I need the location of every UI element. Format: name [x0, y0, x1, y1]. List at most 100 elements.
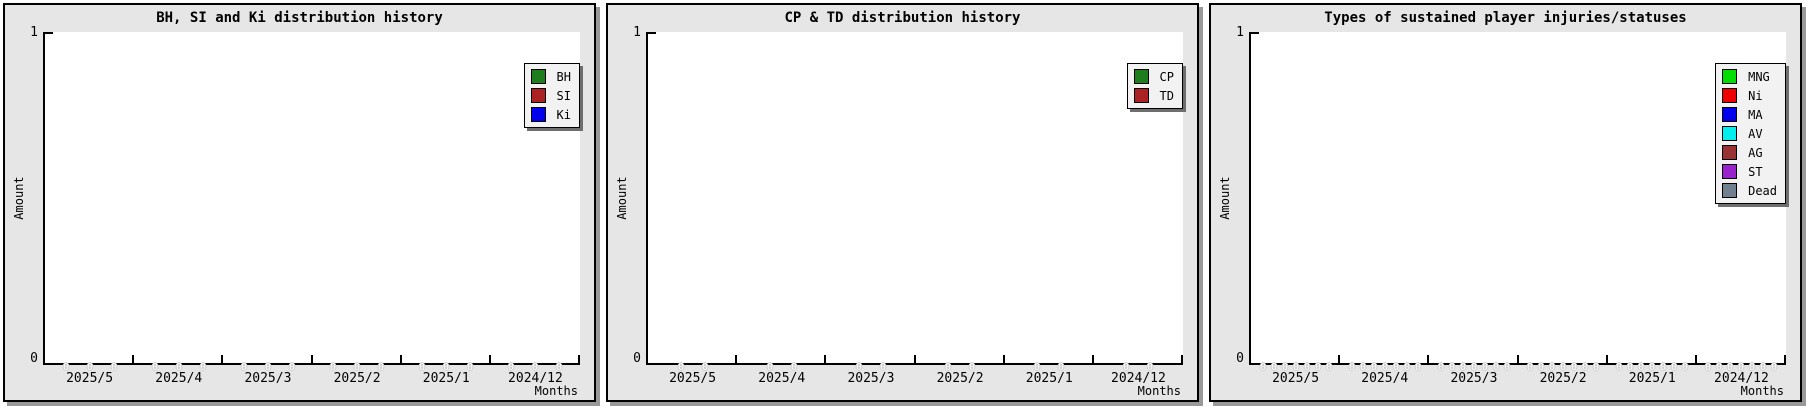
- legend-series-label: Ni: [1748, 88, 1763, 103]
- x-axis-tick: [914, 355, 916, 363]
- legend-entry: AV: [1722, 124, 1777, 143]
- x-category-label: 2025/3: [1450, 371, 1498, 386]
- series-value-label: 0: [1471, 362, 1478, 373]
- series-value-label: 0: [1671, 362, 1678, 373]
- x-axis-tick: [1181, 355, 1183, 363]
- series-value-label: 0: [200, 362, 207, 373]
- legend-entry: Dead: [1722, 181, 1777, 200]
- legend-entry: Ni: [1722, 86, 1777, 105]
- series-value-label: 0: [1293, 362, 1300, 373]
- series-value-label: 0: [856, 362, 863, 373]
- x-axis-tick: [1695, 355, 1697, 363]
- series-value-label: 0: [1349, 362, 1356, 373]
- series-value-label: 0: [1271, 362, 1278, 373]
- x-axis-tick: [1427, 355, 1429, 363]
- series-value-label: 0: [1415, 362, 1422, 373]
- series-value-label: 0: [1304, 362, 1311, 373]
- x-axis-tick: [1003, 355, 1005, 363]
- series-value-label: 0: [1716, 362, 1723, 373]
- x-category-label: 2025/2: [1539, 371, 1587, 386]
- legend-entry: CP: [1133, 67, 1174, 86]
- x-category-label: 2025/4: [1361, 371, 1409, 386]
- chart-panel-bh-si-ki-history: BH, SI and Ki distribution history 1 0 A…: [3, 3, 596, 402]
- x-axis-category-labels: 2025/5 2025/4 2025/3 2025/2 2025/1 2024/12: [45, 371, 580, 386]
- legend-color-swatch: [530, 88, 546, 103]
- x-category-label: 2025/1: [422, 371, 470, 386]
- series-value-label: 0: [152, 362, 159, 373]
- legend-series-label: TD: [1159, 88, 1174, 103]
- series-value-label: 0: [1360, 362, 1367, 373]
- x-axis-tick: [578, 355, 580, 363]
- x-axis-label: Months: [1740, 384, 1784, 398]
- series-value-label: 0: [532, 362, 539, 373]
- series-value-label: 0: [1493, 362, 1500, 373]
- series-value-label: 0: [1649, 362, 1656, 373]
- y-axis-tick-label-max: 1: [1236, 25, 1244, 40]
- series-value-labels: 0 0 0 0 0 0 0 0 0 0 0 0 0 0 0 0 0 0: [45, 362, 580, 374]
- x-axis-tick: [1784, 355, 1786, 363]
- plot-area: [646, 32, 1183, 365]
- legend-color-swatch: [1133, 88, 1149, 103]
- x-axis-category-labels: 2025/5 2025/4 2025/3 2025/2 2025/1 2024/12: [1251, 371, 1786, 386]
- series-value-label: 0: [1549, 362, 1556, 373]
- y-axis-tick-label-max: 1: [30, 25, 38, 40]
- legend-color-swatch: [1722, 145, 1738, 160]
- series-value-label: 0: [354, 362, 361, 373]
- legend-color-swatch: [1722, 183, 1738, 198]
- series-value-label: 0: [1504, 362, 1511, 373]
- series-value-label: 0: [1326, 362, 1333, 373]
- legend-series-label: CP: [1159, 69, 1174, 84]
- series-value-label: 0: [1382, 362, 1389, 373]
- y-axis-label: Amount: [615, 176, 629, 220]
- series-value-label: 0: [1727, 362, 1734, 373]
- legend-entry: TD: [1133, 86, 1174, 105]
- x-category-label: 2024/12: [1714, 371, 1769, 386]
- series-value-label: 0: [1282, 362, 1289, 373]
- x-category-label: 2025/4: [758, 371, 806, 386]
- y-axis-top-tick: [1251, 32, 1259, 34]
- series-value-label: 0: [791, 362, 798, 373]
- series-value-label: 0: [1034, 362, 1041, 373]
- series-value-label: 0: [556, 362, 563, 373]
- series-value-label: 0: [969, 362, 976, 373]
- legend-entry: SI: [530, 86, 571, 105]
- chart-panel-cp-td-history: CP & TD distribution history 1 0 Amount …: [606, 3, 1199, 402]
- series-value-label: 0: [1571, 362, 1578, 373]
- series-value-label: 0: [1438, 362, 1445, 373]
- x-category-label: 2024/12: [1111, 371, 1166, 386]
- series-value-label: 0: [1582, 362, 1589, 373]
- x-axis-category-labels: 2025/5 2025/4 2025/3 2025/2 2025/1 2024/12: [648, 371, 1183, 386]
- series-value-label: 0: [508, 362, 515, 373]
- series-value-label: 0: [265, 362, 272, 373]
- series-value-label: 0: [1123, 362, 1130, 373]
- x-axis-tick: [735, 355, 737, 363]
- series-value-label: 0: [1760, 362, 1767, 373]
- x-axis-tick: [1092, 355, 1094, 363]
- legend: CP TD: [1126, 63, 1183, 109]
- series-value-label: 0: [1315, 362, 1322, 373]
- y-axis-top-tick: [45, 32, 53, 34]
- series-value-label: 0: [1771, 362, 1778, 373]
- series-value-label: 0: [702, 362, 709, 373]
- x-category-label: 2025/3: [244, 371, 292, 386]
- chart-title: Types of sustained player injuries/statu…: [1324, 10, 1687, 26]
- series-value-label: 0: [1560, 362, 1567, 373]
- series-value-label: 0: [1538, 362, 1545, 373]
- legend-series-label: AG: [1748, 145, 1763, 160]
- x-category-label: 2025/4: [155, 371, 203, 386]
- series-value-label: 0: [1393, 362, 1400, 373]
- legend-series-label: ST: [1748, 164, 1763, 179]
- series-value-label: 0: [443, 362, 450, 373]
- series-value-label: 0: [241, 362, 248, 373]
- series-value-label: 0: [1682, 362, 1689, 373]
- legend-color-swatch: [1722, 88, 1738, 103]
- series-value-label: 0: [1616, 362, 1623, 373]
- legend-entry: MA: [1722, 105, 1777, 124]
- legend-series-label: Dead: [1748, 183, 1777, 198]
- series-value-label: 0: [1371, 362, 1378, 373]
- series-value-label: 0: [678, 362, 685, 373]
- series-value-label: 0: [1738, 362, 1745, 373]
- legend-series-label: MNG: [1748, 69, 1770, 84]
- x-axis-tick: [1517, 355, 1519, 363]
- series-value-label: 0: [945, 362, 952, 373]
